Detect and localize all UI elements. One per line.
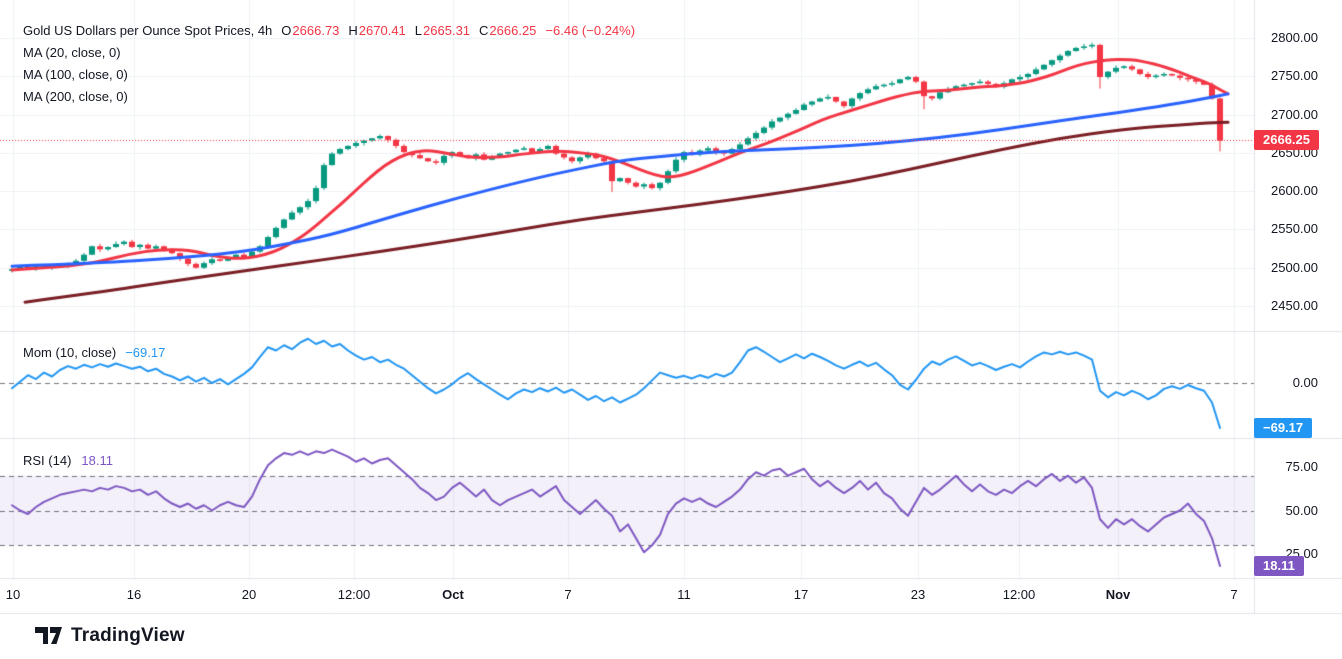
- tradingview-logo[interactable]: TradingView: [35, 624, 185, 647]
- axis-tick-label: 75.00: [1285, 459, 1318, 474]
- tradingview-wordmark: TradingView: [71, 625, 185, 646]
- close-label: C: [479, 22, 489, 38]
- low-value: 2665.31: [423, 22, 471, 38]
- ohlc-open: O 2666.73: [281, 23, 339, 38]
- time-tick-label: Nov: [1105, 587, 1131, 602]
- rsi-label: RSI (14): [23, 452, 72, 468]
- momentum-label: Mom (10, close): [23, 344, 117, 360]
- time-tick-label: 7: [1230, 587, 1238, 602]
- ma200-legend[interactable]: MA (200, close, 0): [23, 88, 128, 104]
- ohlc-high: H 2670.41: [348, 23, 405, 38]
- time-tick-label: 12:00: [1002, 587, 1036, 602]
- axis-tick-label: 2750.00: [1271, 68, 1318, 84]
- time-tick-label: 7: [564, 587, 572, 602]
- axis-tick-label: 50.00: [1285, 502, 1318, 518]
- high-value: 2670.41: [358, 22, 406, 38]
- ohlc-low: L 2665.31: [415, 23, 470, 38]
- momentum-value: −69.17: [125, 344, 166, 360]
- close-value: 2666.25: [489, 22, 537, 38]
- time-tick-label: 20: [241, 587, 257, 602]
- symbol-title[interactable]: Gold US Dollars per Ounce Spot Prices, 4…: [23, 22, 273, 38]
- open-label: O: [281, 22, 292, 38]
- high-label: H: [348, 22, 358, 38]
- ma20-legend[interactable]: MA (20, close, 0): [23, 44, 121, 60]
- momentum-value-badge: −69.17: [1254, 418, 1313, 438]
- time-tick-label: 12:00: [337, 587, 371, 602]
- rsi-legend[interactable]: RSI (14) 18.11: [23, 449, 113, 471]
- momentum-legend[interactable]: Mom (10, close) −69.17: [23, 341, 165, 363]
- axis-tick-label: 2550.00: [1271, 221, 1318, 237]
- time-tick-label: 23: [910, 587, 926, 602]
- time-tick-label: 16: [126, 587, 142, 602]
- axis-tick-label: 2600.00: [1271, 183, 1318, 199]
- price-axis[interactable]: 2800.00 2750.00 2700.00 2650.00 2600.00 2550.…: [1254, 0, 1342, 613]
- axis-tick-label: 2700.00: [1271, 106, 1318, 122]
- time-axis[interactable]: 10 16 20 12:00 Oct 7 11 17 23 12:00 Nov 7: [0, 580, 1254, 613]
- time-tick-label: Oct: [442, 587, 464, 602]
- symbol-legend-row[interactable]: Gold US Dollars per Ounce Spot Prices, 4…: [23, 19, 635, 41]
- axis-tick-label: 0.00: [1292, 375, 1318, 390]
- rsi-value: 18.11: [81, 452, 113, 468]
- axis-tick-label: 2450.00: [1271, 298, 1318, 313]
- rsi-value-badge: 18.11: [1254, 555, 1304, 576]
- change-value: −6.46 (−0.24%): [545, 22, 636, 38]
- ohlc-close: C 2666.25: [479, 23, 536, 38]
- last-price-badge: 2666.25: [1254, 130, 1319, 151]
- time-tick-label: 10: [5, 587, 21, 602]
- main-legend: Gold US Dollars per Ounce Spot Prices, 4…: [23, 19, 635, 107]
- axis-tick-label: 2800.00: [1271, 30, 1318, 45]
- axis-tick-label: 2500.00: [1271, 259, 1318, 275]
- low-label: L: [414, 22, 423, 38]
- ma100-legend[interactable]: MA (100, close, 0): [23, 66, 128, 82]
- time-tick-label: 17: [793, 587, 809, 602]
- open-value: 2666.73: [292, 22, 340, 38]
- time-tick-label: 11: [677, 587, 691, 602]
- tradingview-mark-icon: [35, 627, 62, 644]
